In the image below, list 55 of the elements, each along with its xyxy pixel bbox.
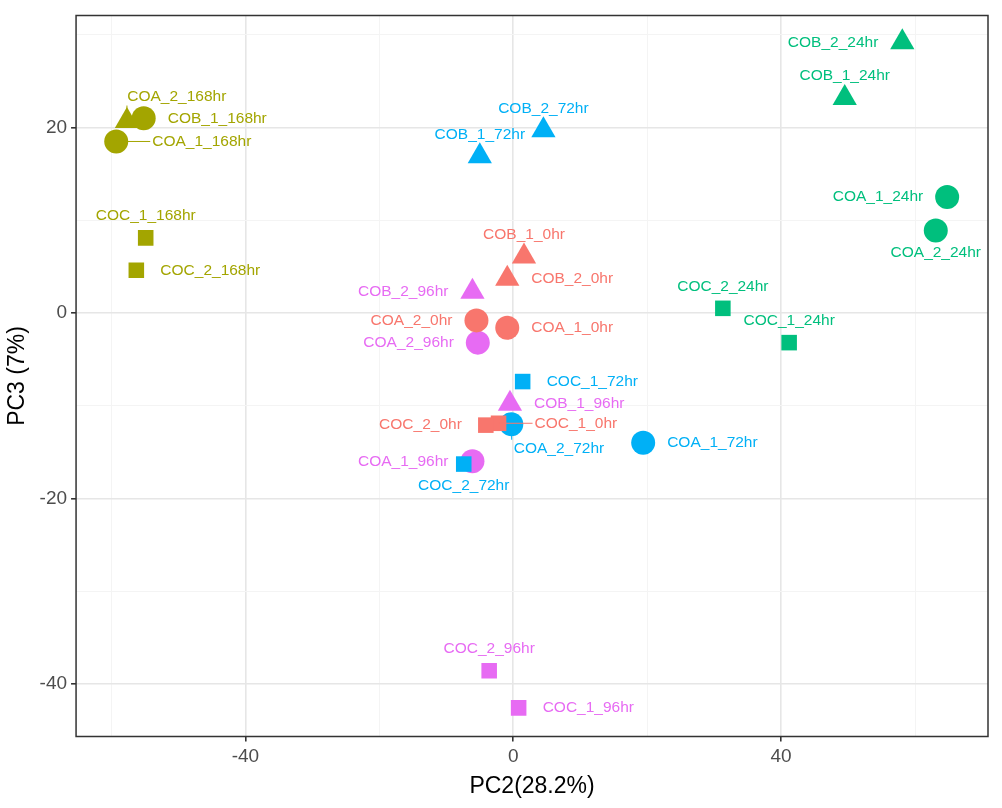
y-axis-title: PC3 (7%) bbox=[3, 326, 30, 426]
annotation: COC_2_72hr bbox=[418, 476, 510, 494]
annotation: COC_2_0hr bbox=[379, 415, 462, 433]
annotation: COA_1_168hr bbox=[152, 131, 252, 149]
point bbox=[464, 308, 489, 333]
annotation: COB_2_0hr bbox=[531, 268, 614, 286]
annotation: COB_2_96hr bbox=[357, 281, 449, 299]
y-tick-label: -20 bbox=[39, 486, 68, 508]
annotation: COA_2_96hr bbox=[363, 332, 454, 350]
point bbox=[104, 129, 129, 154]
annotation: COA_1_72hr bbox=[667, 433, 758, 451]
annotation: COC_2_24hr bbox=[677, 276, 769, 294]
point bbox=[514, 373, 531, 390]
annotation: COB_1_24hr bbox=[799, 66, 890, 84]
point bbox=[478, 417, 494, 433]
point bbox=[631, 430, 656, 455]
annotation: COB_1_96hr bbox=[533, 394, 625, 412]
annotation: COC_2_96hr bbox=[443, 639, 535, 657]
point bbox=[923, 218, 948, 243]
annotation: COB_1_168hr bbox=[167, 108, 267, 126]
annotation: COC_1_96hr bbox=[542, 698, 634, 716]
point bbox=[510, 700, 527, 716]
annotation: COA_1_0hr bbox=[531, 318, 614, 336]
point bbox=[128, 262, 145, 279]
annotation: COB_2_72hr bbox=[498, 98, 589, 116]
point bbox=[495, 315, 520, 340]
annotation: COC_2_168hr bbox=[160, 260, 261, 278]
annotation: COA_2_0hr bbox=[370, 310, 453, 328]
y-tick-label: 20 bbox=[45, 115, 68, 137]
point bbox=[715, 300, 731, 317]
x-tick-label: 40 bbox=[770, 745, 792, 767]
annotation: COC_1_0hr bbox=[534, 413, 618, 431]
point bbox=[481, 663, 497, 679]
x-tick-label: 0 bbox=[507, 745, 519, 767]
annotation: COA_2_24hr bbox=[890, 242, 982, 260]
annotation: COA_1_24hr bbox=[832, 187, 924, 205]
point bbox=[781, 334, 797, 351]
point bbox=[465, 330, 490, 355]
annotation: COC_1_24hr bbox=[743, 310, 835, 328]
annotation: COB_1_72hr bbox=[434, 124, 526, 142]
point bbox=[455, 456, 472, 472]
annotation: COC_1_168hr bbox=[95, 206, 196, 224]
point bbox=[137, 230, 154, 246]
x-axis-title: PC2(28.2%) bbox=[469, 771, 595, 798]
point bbox=[131, 106, 156, 131]
y-tick-label: -40 bbox=[39, 672, 68, 693]
point bbox=[935, 185, 960, 210]
y-tick-label: 0 bbox=[56, 301, 68, 323]
annotation: COB_1_0hr bbox=[483, 224, 565, 242]
annotation: COB_2_24hr bbox=[787, 32, 879, 50]
annotation: COC_1_72hr bbox=[546, 371, 638, 389]
annotation: COA_2_168hr bbox=[127, 87, 227, 105]
x-tick-label: -40 bbox=[231, 745, 260, 767]
annotation: COA_2_72hr bbox=[513, 438, 605, 456]
annotation: COA_1_96hr bbox=[357, 451, 449, 469]
